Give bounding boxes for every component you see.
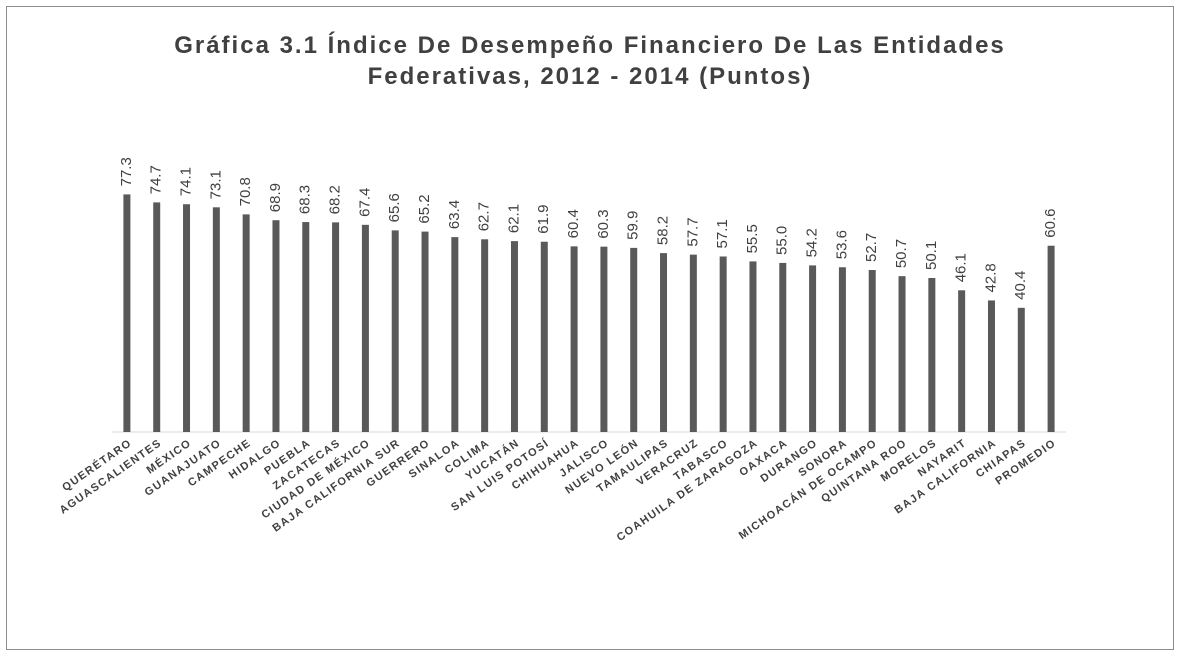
data-label: 59.9 (625, 211, 642, 240)
bar (510, 241, 518, 432)
data-label: 63.4 (446, 200, 463, 229)
bar (719, 256, 727, 432)
bar (332, 222, 340, 432)
chart-title: Gráfica 3.1 Índice De Desempeño Financie… (174, 32, 1006, 90)
data-label: 68.2 (327, 185, 344, 214)
data-label: 73.1 (207, 170, 224, 199)
bar (272, 220, 280, 432)
bar (660, 253, 668, 432)
data-label: 58.2 (655, 216, 672, 245)
bar (809, 265, 817, 432)
bar (868, 270, 876, 432)
data-label: 53.6 (833, 230, 850, 259)
data-label: 57.1 (714, 219, 731, 248)
data-label: 62.7 (476, 202, 493, 231)
bar (689, 254, 697, 432)
data-label: 74.7 (148, 165, 165, 194)
bar (451, 237, 459, 432)
bar (361, 224, 369, 432)
data-label: 67.4 (356, 188, 373, 217)
data-label: 42.8 (982, 263, 999, 292)
bar (212, 207, 220, 432)
data-label: 60.4 (565, 209, 582, 238)
bar (630, 247, 638, 432)
bar (898, 276, 906, 432)
data-label: 77.3 (118, 157, 135, 186)
bar (570, 246, 578, 432)
bar (987, 300, 995, 432)
data-label: 61.9 (535, 205, 552, 234)
bar (928, 278, 936, 432)
data-label: 65.2 (416, 194, 433, 223)
data-label: 60.6 (1042, 209, 1059, 238)
bar (242, 214, 250, 432)
bar (958, 290, 966, 432)
data-label: 46.1 (953, 253, 970, 282)
bar (302, 222, 310, 432)
data-label: 60.3 (595, 209, 612, 238)
chart-frame (6, 6, 1174, 650)
data-label: 70.8 (237, 177, 254, 206)
data-label: 55.0 (774, 226, 791, 255)
bar (600, 246, 608, 432)
bar (838, 267, 846, 432)
data-label: 40.4 (1012, 271, 1029, 300)
bar (1017, 307, 1025, 432)
bar (183, 204, 191, 432)
bar (1047, 245, 1055, 432)
data-label: 50.1 (923, 241, 940, 270)
data-label: 65.6 (386, 193, 403, 222)
data-label: 68.9 (267, 183, 284, 212)
bar (123, 194, 131, 432)
data-label: 57.7 (684, 217, 701, 246)
bar (481, 239, 489, 432)
bar (540, 241, 548, 432)
data-label: 54.2 (804, 228, 821, 257)
bar (391, 230, 399, 432)
data-label: 55.5 (744, 224, 761, 253)
bar (153, 202, 161, 432)
data-label: 50.7 (893, 239, 910, 268)
data-label: 68.3 (297, 185, 314, 214)
bar (749, 261, 757, 432)
bar (779, 262, 787, 432)
bar (421, 231, 429, 432)
data-label: 74.1 (178, 167, 195, 196)
data-label: 52.7 (863, 233, 880, 262)
data-label: 62.1 (505, 204, 522, 233)
